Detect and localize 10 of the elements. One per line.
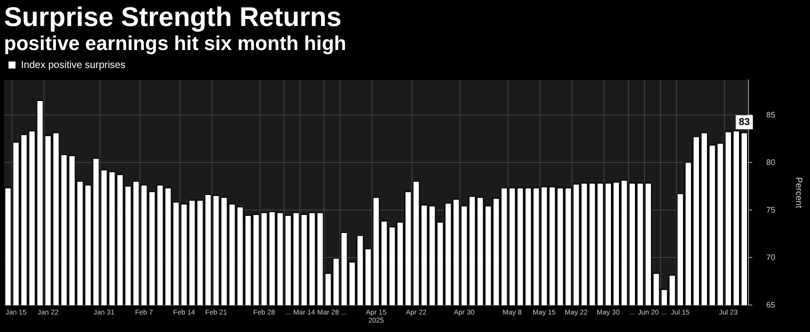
y-tick-label: 75 — [766, 205, 776, 214]
y-tick-label: 65 — [766, 300, 776, 310]
y-tick-label: 80 — [766, 158, 776, 167]
y-tick-label: 70 — [766, 252, 776, 262]
y-axis-title: Percent — [794, 177, 804, 209]
chart-title: Surprise Strength Returns — [3, 1, 343, 32]
legend-label: Index positive surprises — [21, 60, 126, 71]
data-label: 83 — [738, 117, 750, 128]
chart-subtitle: positive earnings hit six month high — [3, 32, 348, 56]
y-tick-label: 85 — [766, 110, 776, 120]
